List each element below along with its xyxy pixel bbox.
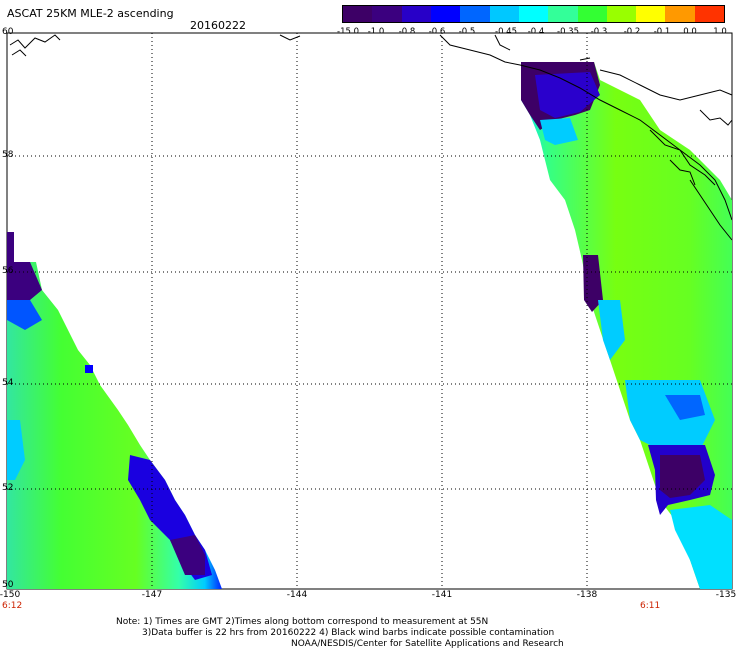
colorbar-segment xyxy=(548,6,578,22)
time-label-right: 6:11 xyxy=(640,601,661,611)
coastline xyxy=(9,34,733,241)
colorbar-segment xyxy=(489,6,519,22)
lon-label: -138 xyxy=(576,590,598,600)
colorbar-segment xyxy=(372,6,402,22)
note-line-1: Note: 1) Times are GMT 2)Times along bot… xyxy=(116,617,489,627)
lon-label: -141 xyxy=(431,590,453,600)
lon-label: -147 xyxy=(141,590,163,600)
colorbar-label: -0.5 xyxy=(458,27,476,37)
time-label-left: 6:12 xyxy=(2,601,23,611)
colorbar-label: -0.4 xyxy=(527,27,545,37)
lat-label: 58 xyxy=(2,150,14,160)
colorbar xyxy=(342,5,725,23)
lat-label: 56 xyxy=(2,266,14,276)
colorbar-label: -0.35 xyxy=(557,27,579,37)
colorbar-label: -0.6 xyxy=(428,27,446,37)
colorbar-segment xyxy=(343,6,373,22)
colorbar-segment xyxy=(401,6,431,22)
lat-label: 60 xyxy=(2,27,14,37)
colorbar-segment xyxy=(518,6,549,22)
colorbar-segment xyxy=(636,6,666,22)
note-line-2: 3)Data buffer is 22 hrs from 20160222 4)… xyxy=(142,628,555,638)
colorbar-label: -0.2 xyxy=(623,27,641,37)
colorbar-label: -0.1 xyxy=(653,27,671,37)
colorbar-label: 0.0 xyxy=(683,27,697,37)
colorbar-segment xyxy=(577,6,607,22)
product-title: ASCAT 25KM MLE-2 ascending xyxy=(7,7,174,20)
colorbar-label: 1.0 xyxy=(713,27,727,37)
colorbar-segment xyxy=(606,6,637,22)
lon-label: -144 xyxy=(286,590,308,600)
note-line-3: NOAA/NESDIS/Center for Satellite Applica… xyxy=(291,639,564,649)
colorbar-segment xyxy=(430,6,461,22)
swath-left xyxy=(7,232,222,589)
colorbar-label: -15.0 xyxy=(337,27,359,37)
lat-label: 54 xyxy=(2,378,14,388)
swath-right xyxy=(521,62,732,589)
colorbar-label: -0.45 xyxy=(495,27,517,37)
colorbar-segment xyxy=(694,6,725,22)
lat-label: 52 xyxy=(2,483,14,493)
lon-label: -150 xyxy=(0,590,21,600)
lon-label: -135 xyxy=(715,590,737,600)
colorbar-label: -1.0 xyxy=(367,27,385,37)
product-date: 20160222 xyxy=(190,19,246,32)
colorbar-segment xyxy=(460,6,490,22)
graticule xyxy=(7,33,732,589)
colorbar-segment xyxy=(665,6,695,22)
lat-label: 50 xyxy=(2,580,14,590)
colorbar-label: -0.8 xyxy=(398,27,416,37)
colorbar-label: -0.3 xyxy=(590,27,608,37)
